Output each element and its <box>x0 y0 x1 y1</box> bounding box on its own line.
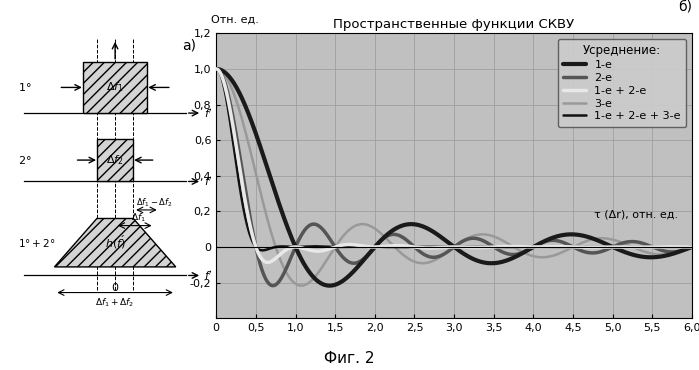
2-е <box>628 239 636 244</box>
2-е <box>266 283 275 287</box>
1-е + 2-е <box>266 259 275 264</box>
Text: 0: 0 <box>112 283 119 293</box>
1-е <box>679 248 687 253</box>
1-е + 2-е <box>212 67 220 71</box>
Text: $1°$: $1°$ <box>18 81 31 94</box>
1-е <box>294 252 303 256</box>
1-е + 2-е + 3-е <box>679 245 687 249</box>
3-е <box>297 283 305 288</box>
3-е <box>688 245 696 249</box>
1-е + 2-е + 3-е <box>258 248 266 253</box>
1-е + 2-е <box>264 260 272 265</box>
Text: τ (Δr), отн. ед.: τ (Δr), отн. ед. <box>593 210 678 220</box>
3-е <box>294 283 303 287</box>
2-е <box>268 283 277 288</box>
Bar <box>82 62 147 113</box>
3-е <box>395 249 403 253</box>
Bar <box>97 139 134 181</box>
2-е <box>679 248 687 252</box>
1-е <box>415 223 424 228</box>
Text: $\Delta f_1+\Delta f_2$: $\Delta f_1+\Delta f_2$ <box>95 297 135 309</box>
2-е <box>688 245 696 249</box>
3-е <box>212 67 220 71</box>
1-е + 2-е <box>679 245 687 249</box>
1-е <box>395 225 403 229</box>
Text: $2°$: $2°$ <box>18 154 31 166</box>
Text: а): а) <box>182 39 196 53</box>
3-е <box>679 248 687 253</box>
2-е <box>395 233 403 238</box>
1-е <box>266 175 275 180</box>
Text: $\Delta f_1-\Delta f_2$: $\Delta f_1-\Delta f_2$ <box>136 196 173 209</box>
Text: б): б) <box>678 0 692 13</box>
1-е + 2-е + 3-е <box>628 245 636 249</box>
3-е <box>628 244 636 249</box>
Line: 3-е: 3-е <box>216 69 692 286</box>
Line: 2-е: 2-е <box>216 69 692 286</box>
2-е <box>415 249 424 253</box>
Title: Пространственные функции СКВУ: Пространственные функции СКВУ <box>333 18 575 31</box>
Text: $h(f\')$: $h(f\')$ <box>105 234 125 251</box>
1-е + 2-е <box>395 243 403 248</box>
1-е <box>688 245 696 249</box>
Text: $\Delta f_1$: $\Delta f_1$ <box>131 212 146 224</box>
2-е <box>295 238 303 242</box>
1-е + 2-е + 3-е <box>212 67 220 71</box>
Line: 1-е: 1-е <box>216 69 692 286</box>
Text: Отн. ед.: Отн. ед. <box>211 15 259 25</box>
1-е + 2-е + 3-е <box>266 246 275 250</box>
Polygon shape <box>55 218 175 267</box>
3-е <box>415 261 424 265</box>
1-е + 2-е <box>688 245 696 249</box>
1-е + 2-е <box>295 245 303 249</box>
1-е <box>628 252 636 256</box>
Text: $f'$: $f'$ <box>204 175 212 188</box>
1-е + 2-е <box>415 245 424 250</box>
1-е + 2-е <box>628 245 636 249</box>
3-е <box>266 228 275 232</box>
Legend: 1-е, 2-е, 1-е + 2-е, 3-е, 1-е + 2-е + 3-е: 1-е, 2-е, 1-е + 2-е, 3-е, 1-е + 2-е + 3-… <box>558 39 686 127</box>
1-е <box>326 283 334 288</box>
Text: $f'$: $f'$ <box>204 107 212 120</box>
Line: 1-е + 2-е + 3-е: 1-е + 2-е + 3-е <box>216 69 692 250</box>
1-е <box>212 67 220 71</box>
1-е + 2-е + 3-е <box>415 245 424 249</box>
1-е + 2-е + 3-е <box>395 245 403 249</box>
Text: $f'$: $f'$ <box>204 269 212 282</box>
Text: $\Delta f_2$: $\Delta f_2$ <box>106 153 124 167</box>
1-е + 2-е + 3-е <box>688 245 696 249</box>
Text: $\Delta f_1$: $\Delta f_1$ <box>106 81 124 94</box>
2-е <box>212 67 220 71</box>
1-е + 2-е + 3-е <box>295 245 303 249</box>
Text: Фиг. 2: Фиг. 2 <box>324 351 375 366</box>
Line: 1-е + 2-е: 1-е + 2-е <box>216 69 692 262</box>
Text: $1°+2°$: $1°+2°$ <box>18 237 55 249</box>
